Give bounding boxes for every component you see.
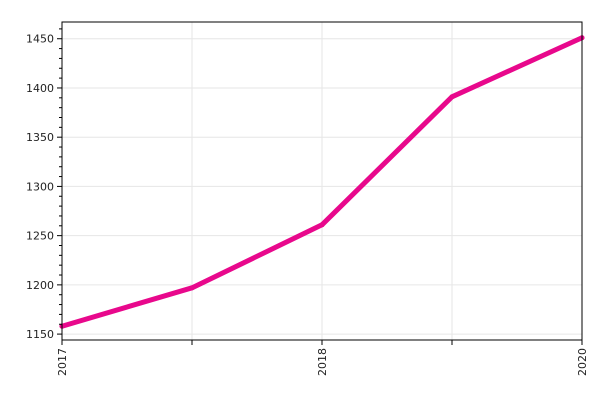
data-point xyxy=(189,285,195,291)
series-layer xyxy=(59,35,585,329)
grid xyxy=(61,22,583,340)
y-tick-label: 1450 xyxy=(26,33,54,46)
y-tick-label: 1400 xyxy=(26,82,54,95)
data-point xyxy=(319,222,325,228)
y-axis-ticks: 1150 1200 1250 1300 1350 1400 1450 xyxy=(26,28,62,341)
x-tick-label: 2017 xyxy=(56,348,69,376)
x-tick-label: 2020 xyxy=(576,348,589,376)
y-tick-label: 1200 xyxy=(26,279,54,292)
x-axis-ticks: 2017 2018 2020 xyxy=(56,340,589,376)
y-tick-label: 1250 xyxy=(26,230,54,243)
y-tick-label: 1300 xyxy=(26,180,54,193)
y-tick-label: 1350 xyxy=(26,131,54,144)
y-tick-label: 1150 xyxy=(26,328,54,341)
x-tick-label: 2018 xyxy=(316,348,329,376)
data-point xyxy=(449,94,455,100)
